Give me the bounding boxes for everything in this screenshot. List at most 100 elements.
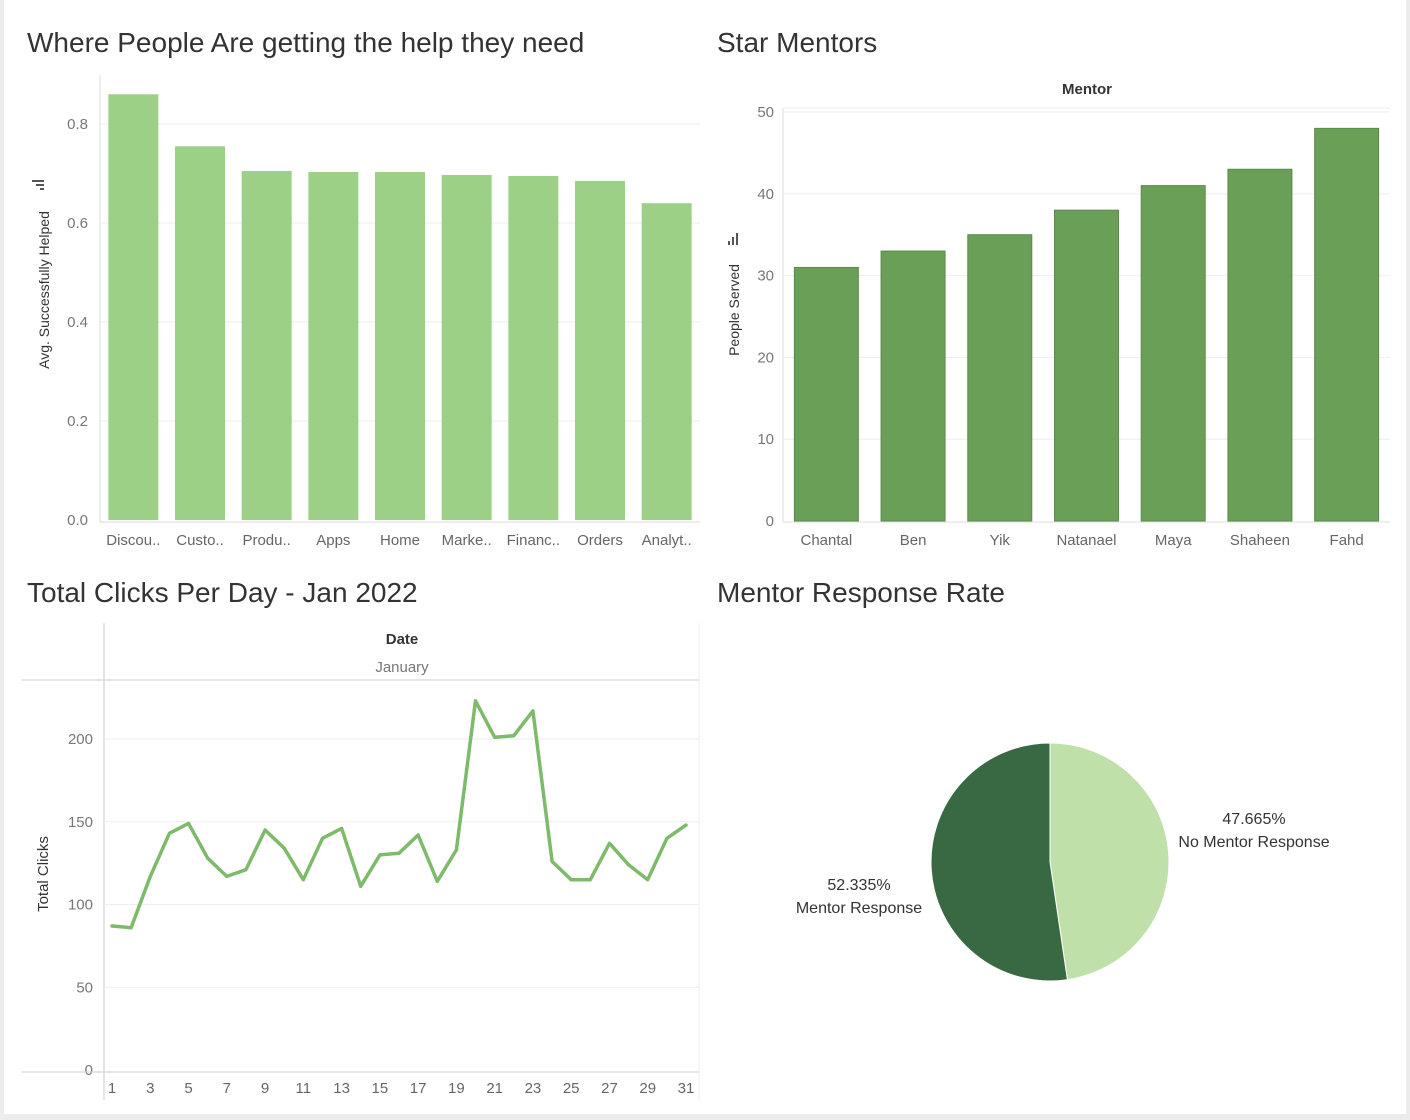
bar xyxy=(793,266,859,522)
data-point xyxy=(301,878,305,882)
y-tick-label: 30 xyxy=(757,268,774,285)
x-tick-label: 7 xyxy=(223,1080,231,1097)
data-point xyxy=(435,879,439,883)
x-tick-label: Fahd xyxy=(1330,532,1364,549)
data-point xyxy=(340,826,344,830)
data-point xyxy=(359,884,363,888)
data-point xyxy=(129,926,133,930)
y-tick-label: 0.2 xyxy=(67,413,88,430)
bar xyxy=(1054,209,1119,522)
data-point xyxy=(167,831,171,835)
x-tick-label: 1 xyxy=(108,1080,116,1097)
data-point xyxy=(684,823,688,827)
chart4-title: Mentor Response Rate xyxy=(717,577,1005,608)
x-tick-label: 5 xyxy=(184,1080,192,1097)
data-point xyxy=(225,874,229,878)
bar xyxy=(508,175,559,520)
bar xyxy=(1314,127,1380,522)
data-point xyxy=(397,851,401,855)
slice-name-label: No Mentor Response xyxy=(1178,834,1329,851)
bar xyxy=(967,234,1033,522)
data-point xyxy=(569,878,573,882)
data-point xyxy=(474,699,478,703)
y-tick-label: 50 xyxy=(757,104,774,121)
x-tick-label: 9 xyxy=(261,1080,269,1097)
y-tick-label: 0.0 xyxy=(67,512,88,529)
y-tick-label: 0 xyxy=(85,1062,93,1079)
data-point xyxy=(244,868,248,872)
y-axis-title: Total Clicks xyxy=(35,836,52,912)
x-tick-label: Shaheen xyxy=(1230,532,1290,549)
y-tick-label: 150 xyxy=(68,814,93,831)
data-point xyxy=(512,734,516,738)
x-tick-label: Produ.. xyxy=(242,532,290,549)
x-tick-label: 11 xyxy=(296,1080,312,1097)
x-tick-label: Ben xyxy=(900,532,927,549)
y-tick-label: 200 xyxy=(68,731,93,748)
data-point xyxy=(416,833,420,837)
x-tick-label: 25 xyxy=(563,1080,580,1097)
bar xyxy=(308,172,359,520)
bar xyxy=(241,171,292,520)
pie-slice xyxy=(930,742,1068,982)
y-axis-title: People Served xyxy=(726,264,742,356)
slice-percent-label: 47.665% xyxy=(1222,811,1285,828)
x-tick-label: Analyt.. xyxy=(642,532,692,549)
x-tick-label: 13 xyxy=(333,1080,350,1097)
data-point xyxy=(282,846,286,850)
data-point xyxy=(550,859,554,863)
data-point xyxy=(531,709,535,713)
data-point xyxy=(665,836,669,840)
y-tick-label: 0.4 xyxy=(67,314,88,331)
sort-icon xyxy=(728,233,738,245)
x-tick-label: 31 xyxy=(678,1080,695,1097)
x-tick-label: Natanael xyxy=(1056,532,1116,549)
x-tick-label: Maya xyxy=(1155,532,1192,549)
x-tick-label: Chantal xyxy=(801,532,853,549)
data-point xyxy=(187,821,191,825)
x-tick-label: 19 xyxy=(448,1080,465,1097)
x-tick-label: Apps xyxy=(316,532,350,549)
x-tick-label: 21 xyxy=(486,1080,503,1097)
data-point xyxy=(110,924,114,928)
data-point xyxy=(646,878,650,882)
bar xyxy=(175,146,225,520)
header-label: Date xyxy=(386,631,419,648)
y-tick-label: 10 xyxy=(757,431,774,448)
sort-icon xyxy=(32,180,44,190)
y-tick-label: 20 xyxy=(757,349,774,366)
x-tick-label: Orders xyxy=(577,532,623,549)
bar xyxy=(1140,185,1206,522)
y-tick-label: 0 xyxy=(766,513,774,530)
y-tick-label: 40 xyxy=(757,186,774,203)
x-tick-label: Marke.. xyxy=(442,532,492,549)
bar xyxy=(108,94,159,521)
data-point xyxy=(493,735,497,739)
bar xyxy=(880,250,946,522)
data-point xyxy=(454,848,458,852)
data-point xyxy=(320,836,324,840)
x-tick-label: Financ.. xyxy=(507,532,560,549)
data-point xyxy=(607,841,611,845)
x-tick-label: Yik xyxy=(990,532,1011,549)
y-tick-label: 0.8 xyxy=(67,116,88,133)
data-point xyxy=(263,828,267,832)
chart2-title: Star Mentors xyxy=(717,27,878,58)
data-point xyxy=(378,853,382,857)
x-tick-label: 3 xyxy=(146,1080,154,1097)
data-point xyxy=(148,874,152,878)
x-tick-label: Home xyxy=(380,532,420,549)
bar xyxy=(641,203,692,520)
x-tick-label: 23 xyxy=(525,1080,542,1097)
bar xyxy=(1227,168,1293,522)
x-tick-label: 29 xyxy=(639,1080,656,1097)
slice-percent-label: 52.335% xyxy=(827,877,890,894)
y-tick-label: 100 xyxy=(68,897,93,914)
bar xyxy=(375,172,425,520)
x-tick-label: Custo.. xyxy=(176,532,224,549)
y-tick-label: 50 xyxy=(76,979,93,996)
